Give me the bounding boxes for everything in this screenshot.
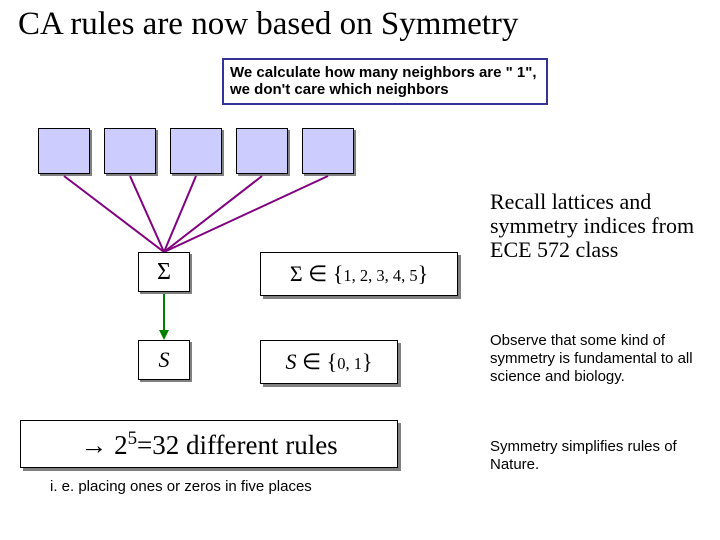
s-set-box: S ∈ {0, 1} [260, 340, 398, 384]
slide-title: CA rules are now based on Symmetry [18, 6, 518, 43]
sigma-node: Σ [138, 252, 190, 292]
s-node: S [138, 340, 190, 380]
footnote-text: i. e. placing ones or zeros in five plac… [50, 478, 312, 495]
s-label: S [159, 347, 170, 373]
cell-4 [302, 128, 354, 174]
cell-1 [104, 128, 156, 174]
cell-2 [170, 128, 222, 174]
sigma-set-box: Σ ∈ {1, 2, 3, 4, 5} [260, 252, 458, 296]
recall-text: Recall lattices and symmetry indices fro… [490, 190, 700, 263]
cell-0 [38, 128, 90, 174]
s-set-text: S ∈ {0, 1} [285, 349, 372, 375]
rules-text: → 25=32 different rules [80, 428, 337, 461]
cell-3 [236, 128, 288, 174]
observe-text: Observe that some kind of symmetry is fu… [490, 332, 700, 386]
sigma-label: Σ [157, 259, 171, 286]
sigma-set-text: Σ ∈ {1, 2, 3, 4, 5} [290, 261, 428, 287]
rules-box: → 25=32 different rules [20, 420, 398, 468]
callout-box: We calculate how many neighbors are " 1"… [222, 58, 548, 105]
simplify-text: Symmetry simplifies rules of Nature. [490, 438, 700, 474]
